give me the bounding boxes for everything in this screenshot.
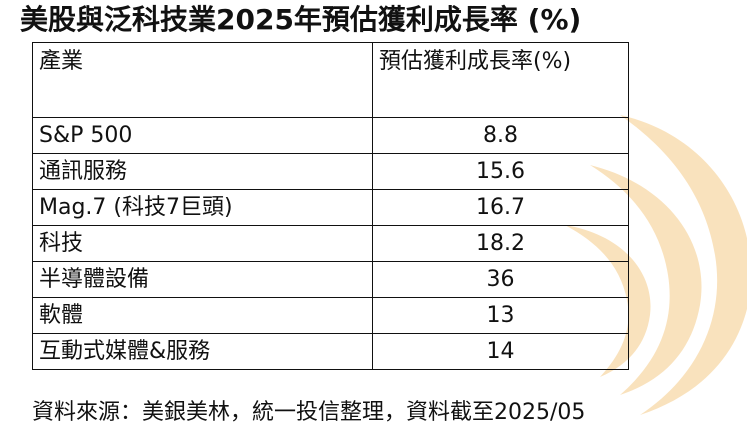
- industry-cell: S&P 500: [32, 117, 373, 154]
- growth-value-cell: 13: [372, 297, 629, 334]
- growth-column-header: 預估獲利成長率(%): [372, 42, 629, 118]
- table-row: 互動式媒體&服務 14: [32, 333, 629, 370]
- growth-value-cell: 14: [372, 333, 629, 370]
- table-row: S&P 500 8.8: [32, 117, 629, 154]
- industry-cell: Mag.7 (科技7巨頭): [32, 189, 373, 226]
- industry-column-header: 產業: [32, 42, 373, 118]
- growth-value-cell: 8.8: [372, 117, 629, 154]
- table-row: 科技 18.2: [32, 225, 629, 262]
- table-row: Mag.7 (科技7巨頭) 16.7: [32, 189, 629, 226]
- growth-value-cell: 36: [372, 261, 629, 298]
- source-note: 資料來源：美銀美林，統一投信整理，資料截至2025/05: [32, 400, 586, 425]
- industry-cell: 通訊服務: [32, 153, 373, 190]
- watermark-arc-middle: [590, 165, 702, 395]
- watermark-arc-outer: [620, 115, 747, 415]
- watermark-arc-inner: [565, 225, 651, 377]
- growth-value-cell: 18.2: [372, 225, 629, 262]
- table-row: 軟體 13: [32, 297, 629, 334]
- table-row: 通訊服務 15.6: [32, 153, 629, 190]
- growth-value-cell: 16.7: [372, 189, 629, 226]
- table-row: 半導體設備 36: [32, 261, 629, 298]
- industry-cell: 科技: [32, 225, 373, 262]
- growth-table: 產業 預估獲利成長率(%) S&P 500 8.8 通訊服務 15.6 Mag.…: [32, 42, 629, 370]
- industry-cell: 半導體設備: [32, 261, 373, 298]
- growth-value-cell: 15.6: [372, 153, 629, 190]
- watermark-logo: [565, 115, 747, 415]
- table-header-row: 產業 預估獲利成長率(%): [32, 42, 629, 118]
- industry-cell: 軟體: [32, 297, 373, 334]
- page-title: 美股與泛科技業2025年預估獲利成長率 (%): [20, 3, 582, 36]
- industry-cell: 互動式媒體&服務: [32, 333, 373, 370]
